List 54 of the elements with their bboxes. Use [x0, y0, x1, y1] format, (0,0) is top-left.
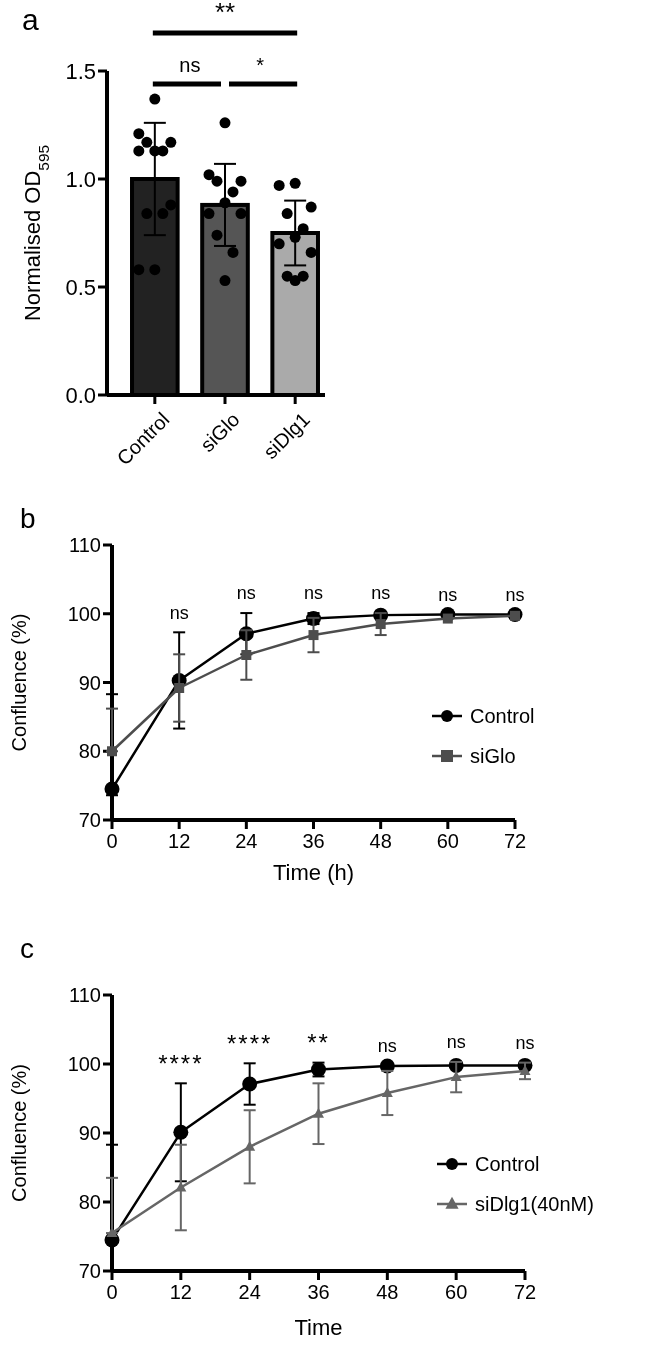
x-tick-label: 24	[235, 830, 258, 852]
y-tick-label: 1.5	[65, 58, 96, 84]
x-tick-label: 0	[106, 1281, 118, 1303]
x-tick-label: 36	[307, 1281, 330, 1303]
y-tick-label: 70	[78, 1260, 101, 1282]
x-tick-label: 12	[168, 830, 191, 852]
x-tick-label: 24	[238, 1281, 261, 1303]
y-tick-label: 70	[78, 809, 101, 831]
annotation: ns	[438, 584, 458, 605]
annotation: ns	[169, 602, 189, 623]
annotation: ns	[446, 1032, 466, 1053]
y-axis-title: Confluence (%)	[8, 613, 30, 752]
y-tick-label: 90	[78, 1122, 101, 1144]
y-tick-label: 0.5	[65, 274, 96, 300]
y-tick-label: 100	[67, 602, 101, 625]
y-tick-label: 80	[78, 740, 101, 763]
x-tick-label: 72	[503, 830, 527, 852]
annotation: *	[256, 54, 265, 76]
y-axis-title: Confluence (%)	[8, 1064, 30, 1202]
x-tick-label: 36	[302, 830, 325, 852]
y-tick-label: 110	[69, 534, 101, 556]
legend-label: Control	[470, 705, 535, 727]
annotation: ns	[505, 584, 525, 605]
chart-title: a	[22, 3, 39, 36]
annotation: ****	[158, 1049, 204, 1077]
annotation: ns	[515, 1032, 535, 1053]
x-tick-label: 72	[513, 1281, 537, 1303]
y-tick-label: 90	[78, 671, 101, 694]
chart-title: c	[20, 933, 34, 964]
y-tick-label: 0.0	[65, 382, 96, 408]
x-axis-title: Time	[294, 1315, 343, 1340]
annotation: ns	[303, 583, 324, 604]
y-tick-label: 100	[67, 1053, 101, 1075]
x-tick-label: 60	[445, 1281, 468, 1303]
x-tick-label: 60	[436, 830, 459, 852]
chart-title: b	[20, 503, 36, 534]
y-tick-label: 80	[78, 1191, 101, 1213]
text: **	[214, 0, 236, 27]
y-tick-label: 110	[69, 984, 101, 1006]
x-tick-label: 0	[106, 830, 118, 852]
legend-label: siGlo	[470, 745, 516, 767]
x-tick-label: 48	[369, 830, 392, 852]
annotation: ns	[371, 583, 391, 604]
annotation: ns	[377, 1036, 397, 1057]
x-tick-label: 48	[376, 1281, 399, 1303]
x-axis-title: Time (h)	[272, 860, 355, 885]
annotation: ns	[179, 54, 201, 76]
legend-label: Control	[475, 1153, 540, 1175]
annotation: **	[307, 1029, 330, 1057]
annotation: ns	[236, 583, 256, 604]
annotation: ****	[226, 1029, 273, 1057]
x-tick-label: 12	[169, 1281, 192, 1303]
legend-label: siDlg1(40nM)	[475, 1193, 594, 1215]
y-tick-label: 1.0	[65, 166, 96, 192]
